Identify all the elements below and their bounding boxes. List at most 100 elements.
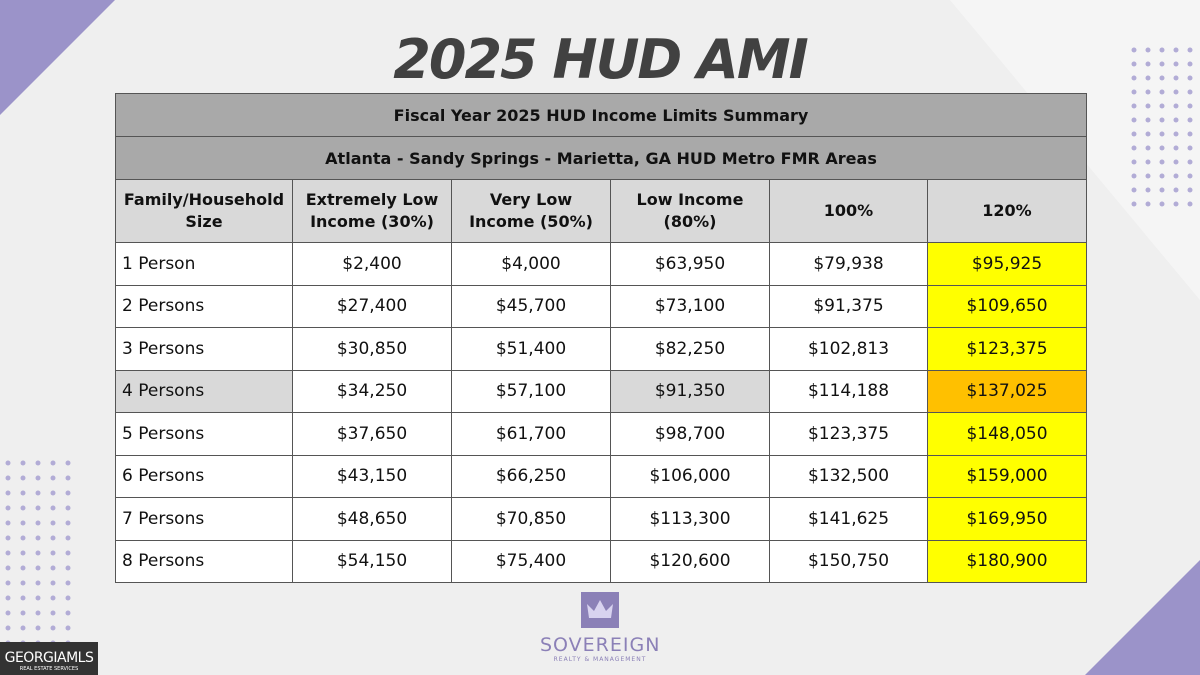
table-cell: $4,000 xyxy=(451,242,611,286)
dot xyxy=(5,565,11,571)
dot xyxy=(65,580,71,586)
dot xyxy=(1131,159,1137,165)
table-cell: $109,650 xyxy=(926,284,1088,328)
table-cell: $79,938 xyxy=(769,242,928,286)
table-row: 3 Persons $30,850 $51,400 $82,250 $102,813 $1… xyxy=(115,327,1088,371)
table-cell: $54,150 xyxy=(292,539,452,583)
dot xyxy=(1173,47,1179,53)
table-cell: $75,400 xyxy=(451,539,611,583)
dot xyxy=(1187,75,1193,81)
table-cell: 3 Persons xyxy=(115,327,293,371)
table-cell: 4 Persons xyxy=(115,369,293,413)
table-cell: $113,300 xyxy=(610,497,770,541)
dot xyxy=(1173,159,1179,165)
dot xyxy=(1159,61,1165,67)
table-cell: $137,025 xyxy=(926,369,1088,413)
dot xyxy=(35,520,41,526)
table-cell: $73,100 xyxy=(610,284,770,328)
dot xyxy=(50,595,56,601)
dot xyxy=(1131,75,1137,81)
table-cell: $95,925 xyxy=(926,242,1088,286)
dot xyxy=(1173,103,1179,109)
dot xyxy=(50,520,56,526)
dot xyxy=(1159,47,1165,53)
table-cell: $120,600 xyxy=(610,539,770,583)
dot xyxy=(1187,201,1193,207)
badge-tagline: REAL ESTATE SERVICES xyxy=(19,666,79,672)
dot xyxy=(1145,187,1151,193)
dot xyxy=(1159,131,1165,137)
dot xyxy=(50,550,56,556)
table-cell: $82,250 xyxy=(610,327,770,371)
table-cell: $51,400 xyxy=(451,327,611,371)
table-cell: $30,850 xyxy=(292,327,452,371)
column-header: 120% xyxy=(926,179,1088,243)
dot xyxy=(20,475,26,481)
dot xyxy=(5,490,11,496)
dot xyxy=(1159,117,1165,123)
table-cell: 2 Persons xyxy=(115,284,293,328)
table-cell: $27,400 xyxy=(292,284,452,328)
column-header: Extremely Low Income (30%) xyxy=(292,179,452,243)
table-cell: $37,650 xyxy=(292,412,452,456)
dot xyxy=(65,520,71,526)
dot xyxy=(1145,173,1151,179)
table-cell: $70,850 xyxy=(451,497,611,541)
dot xyxy=(1187,103,1193,109)
dot xyxy=(20,595,26,601)
dot xyxy=(1145,75,1151,81)
dot xyxy=(1131,117,1137,123)
table-cell: $169,950 xyxy=(926,497,1088,541)
logo: SOVEREIGN REALTY & MANAGEMENT xyxy=(540,592,660,663)
dot xyxy=(1145,159,1151,165)
dot xyxy=(1159,145,1165,151)
dot xyxy=(35,565,41,571)
dot xyxy=(35,535,41,541)
logo-tagline: REALTY & MANAGEMENT xyxy=(553,656,647,663)
table-row: 4 Persons $34,250 $57,100 $91,350 $114,188 $1… xyxy=(115,369,1088,413)
badge-name: GEORGIAMLS xyxy=(4,650,94,666)
dot xyxy=(65,610,71,616)
dot xyxy=(50,625,56,631)
table-cell: 6 Persons xyxy=(115,454,293,498)
dot xyxy=(1159,75,1165,81)
dot xyxy=(1187,89,1193,95)
dot xyxy=(50,460,56,466)
dot xyxy=(1173,201,1179,207)
table-cell: $57,100 xyxy=(451,369,611,413)
dot xyxy=(5,595,11,601)
table-cell: $123,375 xyxy=(926,327,1088,371)
dot xyxy=(1131,173,1137,179)
dot xyxy=(1187,173,1193,179)
dot xyxy=(50,505,56,511)
dot xyxy=(1145,117,1151,123)
dot xyxy=(35,490,41,496)
dot xyxy=(35,475,41,481)
dot xyxy=(1131,47,1137,53)
dot xyxy=(50,565,56,571)
column-header: Low Income (80%) xyxy=(610,179,770,243)
table-title: Fiscal Year 2025 HUD Income Limits Summa… xyxy=(114,93,1088,137)
table-cell: $34,250 xyxy=(292,369,452,413)
table-subtitle: Atlanta - Sandy Springs - Marietta, GA H… xyxy=(114,136,1088,180)
dot xyxy=(20,460,26,466)
table-cell: $148,050 xyxy=(926,412,1088,456)
dot xyxy=(1173,145,1179,151)
dot xyxy=(1131,61,1137,67)
table-row: 8 Persons $54,150 $75,400 $120,600 $150,750 $… xyxy=(115,539,1088,583)
dot xyxy=(5,460,11,466)
dot xyxy=(65,565,71,571)
dot xyxy=(5,580,11,586)
dot xyxy=(50,610,56,616)
dot xyxy=(65,535,71,541)
dot xyxy=(1159,187,1165,193)
dot xyxy=(35,625,41,631)
dot xyxy=(1145,145,1151,151)
dot xyxy=(1131,145,1137,151)
table-cell: $48,650 xyxy=(292,497,452,541)
column-header: Family/Household Size xyxy=(115,179,293,243)
mls-badge: GEORGIAMLS REAL ESTATE SERVICES xyxy=(0,642,98,675)
dot xyxy=(50,580,56,586)
dot xyxy=(65,505,71,511)
